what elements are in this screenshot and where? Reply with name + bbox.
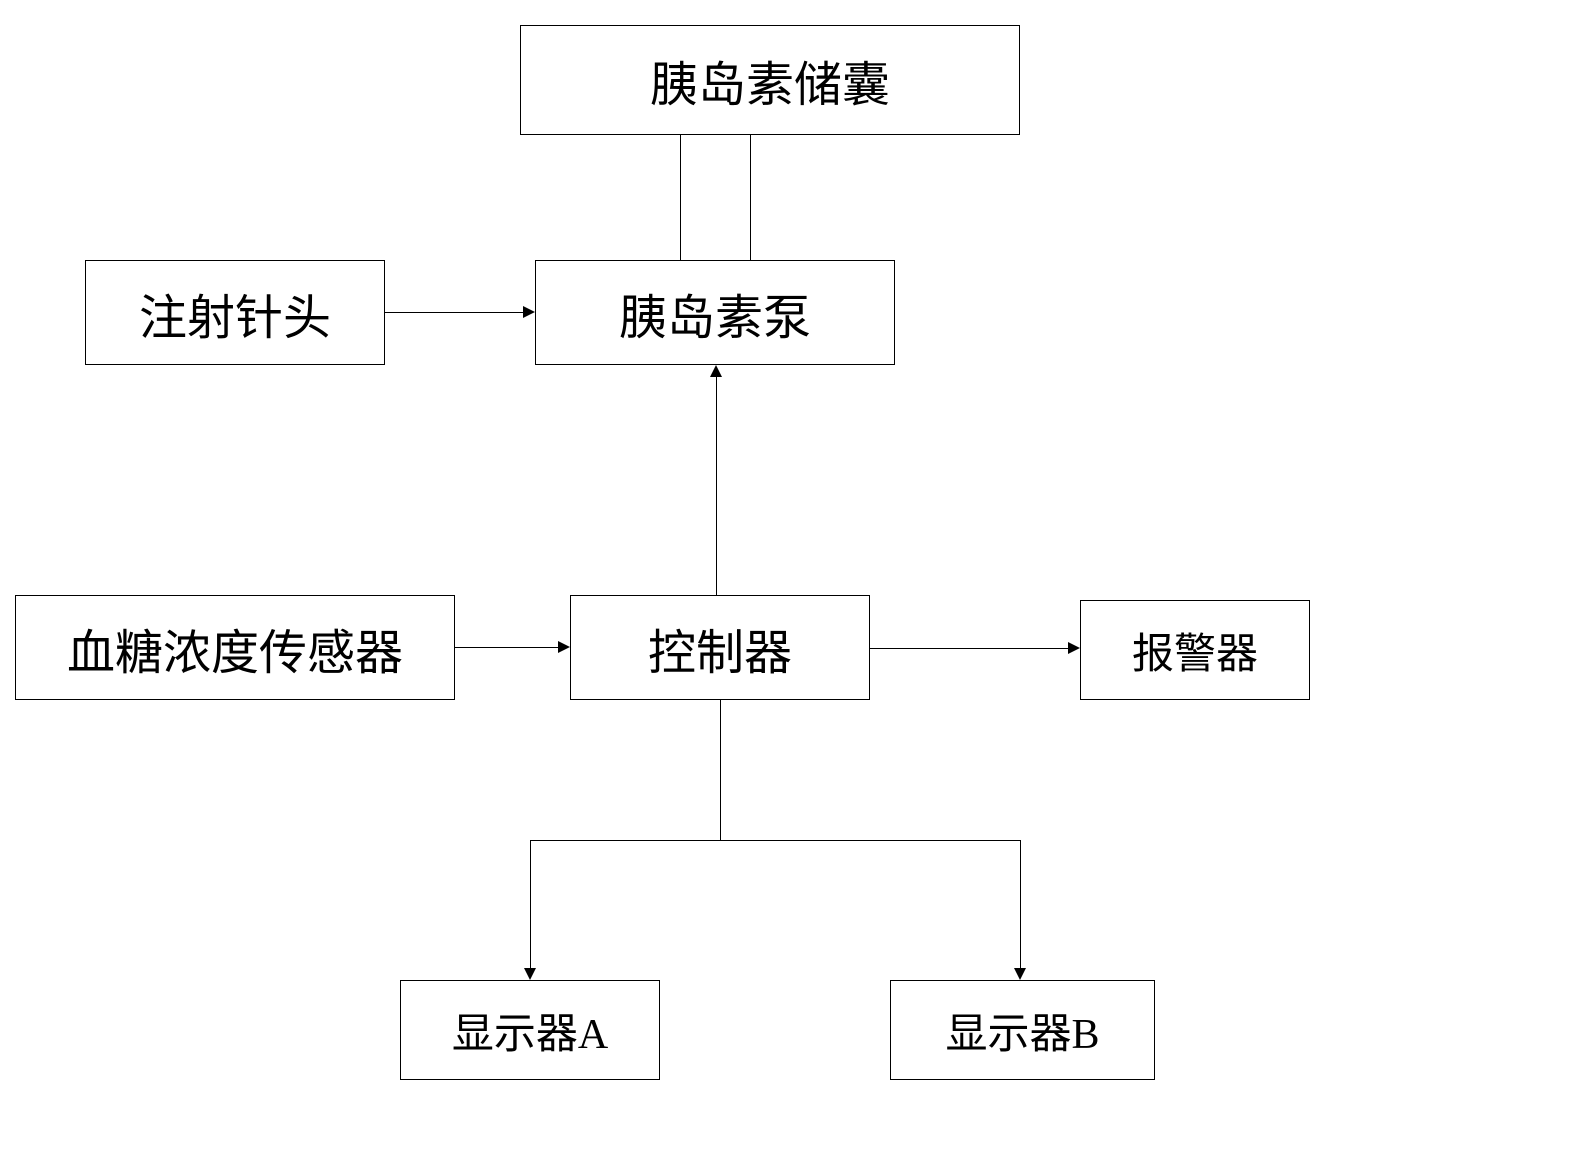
edge-branch-display-a xyxy=(530,840,531,968)
label-pump: 胰岛素泵 xyxy=(619,278,811,348)
node-pump: 胰岛素泵 xyxy=(535,260,895,365)
label-sensor: 血糖浓度传感器 xyxy=(67,613,403,683)
node-controller: 控制器 xyxy=(570,595,870,700)
arrow-branch-display-a xyxy=(524,968,536,980)
arrow-branch-display-b xyxy=(1014,968,1026,980)
edge-reservoir-pump-right xyxy=(750,135,751,260)
arrow-needle-pump xyxy=(523,306,535,318)
label-display-b: 显示器B xyxy=(945,1000,1099,1061)
arrow-controller-pump xyxy=(710,365,722,377)
label-controller: 控制器 xyxy=(648,613,792,683)
node-sensor: 血糖浓度传感器 xyxy=(15,595,455,700)
edge-controller-pump xyxy=(716,377,717,595)
edge-branch-horizontal xyxy=(530,840,1020,841)
node-needle: 注射针头 xyxy=(85,260,385,365)
edge-controller-alarm xyxy=(870,648,1068,649)
edge-controller-down xyxy=(720,700,721,840)
edge-sensor-controller xyxy=(455,647,558,648)
node-reservoir: 胰岛素储囊 xyxy=(520,25,1020,135)
node-display-b: 显示器B xyxy=(890,980,1155,1080)
label-display-a: 显示器A xyxy=(452,1000,608,1061)
node-display-a: 显示器A xyxy=(400,980,660,1080)
arrow-controller-alarm xyxy=(1068,642,1080,654)
edge-branch-display-b xyxy=(1020,840,1021,968)
edge-reservoir-pump-left xyxy=(680,135,681,260)
edge-needle-pump xyxy=(385,312,523,313)
label-alarm: 报警器 xyxy=(1132,620,1258,681)
label-needle: 注射针头 xyxy=(139,278,331,348)
node-alarm: 报警器 xyxy=(1080,600,1310,700)
arrow-sensor-controller xyxy=(558,641,570,653)
label-reservoir: 胰岛素储囊 xyxy=(650,45,890,115)
